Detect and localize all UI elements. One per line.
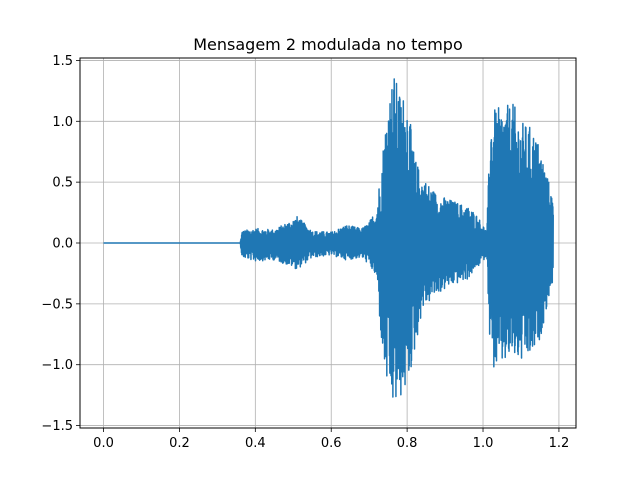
x-tick-label: 0.8 bbox=[397, 436, 418, 451]
chart-title: Mensagem 2 modulada no tempo bbox=[193, 35, 463, 54]
x-tick-label: 1.2 bbox=[549, 436, 570, 451]
x-tick-label: 0.4 bbox=[245, 436, 266, 451]
x-tick-label: 1.0 bbox=[473, 436, 494, 451]
x-tick-label: 0.0 bbox=[93, 436, 114, 451]
y-tick-label: 1.5 bbox=[52, 54, 73, 69]
x-tick-label: 0.6 bbox=[321, 436, 342, 451]
y-tick-label: −1.0 bbox=[41, 358, 73, 373]
x-axis: 0.0 0.2 0.4 0.6 0.8 1.0 1.2 bbox=[93, 428, 569, 451]
series-layer bbox=[102, 78, 554, 398]
y-tick-label: 0.5 bbox=[52, 176, 73, 191]
y-axis: −1.5 −1.0 −0.5 0.0 0.5 1.0 1.5 bbox=[41, 54, 80, 434]
x-tick-label: 0.2 bbox=[169, 436, 190, 451]
y-tick-label: 0.0 bbox=[52, 237, 73, 252]
series-line bbox=[102, 78, 554, 398]
y-tick-label: −0.5 bbox=[41, 297, 73, 312]
y-tick-label: −1.5 bbox=[41, 419, 73, 434]
y-tick-label: 1.0 bbox=[52, 115, 73, 130]
